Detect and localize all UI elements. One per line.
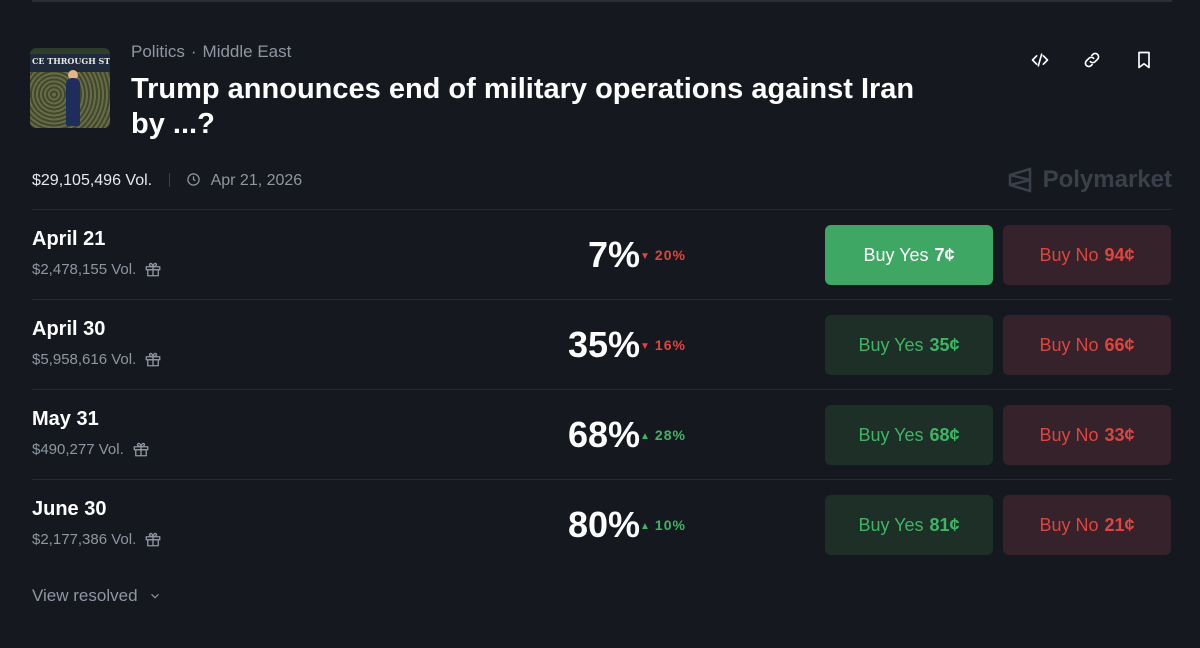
buy-yes-button[interactable]: Buy Yes 81¢ — [825, 495, 993, 555]
buy-yes-price: 35¢ — [929, 334, 960, 355]
link-icon — [1084, 52, 1100, 68]
market-header: CE THROUGH STRENG Politics · Middle East T… — [30, 40, 1172, 140]
embed-button[interactable] — [1028, 48, 1052, 72]
buy-no-price: 21¢ — [1104, 514, 1135, 535]
buy-no-label: Buy No — [1039, 334, 1099, 355]
outcome-volume-text: $5,958,616 Vol. — [32, 351, 137, 368]
top-divider — [32, 0, 1172, 2]
thumbnail-figure-head — [68, 70, 78, 80]
breadcrumb-separator: · — [190, 42, 197, 61]
outcome-label: April 30 — [32, 318, 106, 340]
buy-yes-label: Buy Yes — [863, 244, 929, 265]
buy-no-label: Buy No — [1039, 244, 1099, 265]
buy-no-button[interactable]: Buy No 21¢ — [1003, 495, 1171, 555]
buy-no-label: Buy No — [1039, 424, 1099, 445]
buy-no-price: 66¢ — [1104, 334, 1135, 355]
outcome-change: ▲ 10% — [640, 517, 686, 533]
copy-link-button[interactable] — [1080, 48, 1104, 72]
thumbnail-banner-text: CE THROUGH STRENG — [32, 56, 110, 66]
polymarket-logo-icon — [1008, 167, 1031, 193]
code-icon — [1031, 53, 1049, 67]
chevron-down-icon — [150, 593, 159, 599]
view-resolved-label: View resolved — [32, 586, 138, 605]
gift-icon[interactable] — [144, 350, 162, 368]
outcome-row[interactable]: June 30 $2,177,386 Vol. 80% ▲ 10% Buy Yes… — [32, 479, 1172, 569]
change-arrow-icon: ▼ — [640, 341, 651, 352]
bookmark-icon — [1138, 51, 1150, 69]
thumbnail-figure — [66, 78, 80, 126]
clock-icon — [186, 172, 201, 187]
outcome-volume: $5,958,616 Vol. — [32, 350, 162, 368]
outcome-probability: 7% — [587, 234, 640, 275]
breadcrumb-category[interactable]: Politics — [131, 42, 185, 61]
outcome-row[interactable]: April 21 $2,478,155 Vol. 7% ▼ 20% Buy Yes… — [32, 209, 1172, 299]
outcome-probability: 80% — [567, 504, 640, 545]
header-actions — [1028, 48, 1158, 72]
buy-no-button[interactable]: Buy No 94¢ — [1003, 225, 1171, 285]
thumbnail-banner: CE THROUGH STRENG — [30, 54, 110, 72]
outcome-label: June 30 — [32, 498, 107, 520]
gift-icon[interactable] — [132, 440, 150, 458]
buy-yes-price: 81¢ — [929, 514, 960, 535]
outcome-change: ▼ 20% — [640, 247, 686, 263]
outcome-change-value: 20% — [654, 247, 686, 263]
outcome-volume-text: $2,478,155 Vol. — [32, 261, 137, 278]
buy-no-price: 94¢ — [1104, 244, 1135, 265]
buy-yes-price: 68¢ — [929, 424, 960, 445]
outcome-change-value: 10% — [654, 517, 686, 533]
buy-yes-label: Buy Yes — [858, 514, 924, 535]
outcome-change: ▲ 28% — [640, 427, 686, 443]
outcome-volume: $2,478,155 Vol. — [32, 260, 162, 278]
buy-no-price: 33¢ — [1104, 424, 1135, 445]
outcome-change-value: 28% — [654, 427, 686, 443]
outcome-change-value: 16% — [654, 337, 686, 353]
breadcrumb-subcategory[interactable]: Middle East — [202, 42, 292, 61]
change-arrow-icon: ▼ — [640, 251, 651, 262]
buy-no-label: Buy No — [1039, 514, 1099, 535]
outcome-volume: $490,277 Vol. — [32, 440, 150, 458]
outcome-label: May 31 — [32, 408, 99, 430]
outcome-volume: $2,177,386 Vol. — [32, 530, 162, 548]
change-arrow-icon: ▲ — [640, 431, 651, 442]
end-date: Apr 21, 2026 — [210, 172, 303, 189]
outcome-change: ▼ 16% — [640, 337, 686, 353]
brand-logo: Polymarket — [1007, 165, 1172, 195]
outcome-list: April 21 $2,478,155 Vol. 7% ▼ 20% Buy Yes… — [32, 209, 1172, 569]
buy-yes-label: Buy Yes — [858, 424, 924, 445]
market-meta: $29,105,496 Vol. Apr 21, 2026 — [32, 172, 302, 194]
total-volume: $29,105,496 Vol. — [32, 172, 153, 189]
market-title[interactable]: Trump announces end of military operatio… — [131, 73, 915, 140]
market-thumbnail[interactable]: CE THROUGH STRENG — [30, 48, 110, 128]
outcome-volume-text: $2,177,386 Vol. — [32, 531, 137, 548]
bookmark-button[interactable] — [1132, 48, 1156, 72]
buy-yes-button[interactable]: Buy Yes 7¢ — [825, 225, 993, 285]
outcome-label: April 21 — [32, 228, 106, 250]
buy-no-button[interactable]: Buy No 66¢ — [1003, 315, 1171, 375]
gift-icon[interactable] — [144, 260, 162, 278]
meta-divider — [168, 173, 170, 187]
buy-yes-price: 7¢ — [934, 244, 955, 265]
outcome-probability: 68% — [567, 414, 640, 455]
buy-yes-button[interactable]: Buy Yes 35¢ — [825, 315, 993, 375]
outcome-row[interactable]: May 31 $490,277 Vol. 68% ▲ 28% Buy Yes 68¢… — [32, 389, 1172, 479]
breadcrumb: Politics · Middle East — [131, 42, 291, 62]
outcome-volume-text: $490,277 Vol. — [32, 441, 124, 458]
outcome-probability: 35% — [567, 324, 640, 365]
buy-yes-label: Buy Yes — [858, 334, 924, 355]
change-arrow-icon: ▲ — [640, 521, 651, 532]
gift-icon[interactable] — [144, 530, 162, 548]
view-resolved-button[interactable]: View resolved — [32, 586, 162, 606]
brand-name: Polymarket — [1042, 166, 1172, 193]
buy-yes-button[interactable]: Buy Yes 68¢ — [825, 405, 993, 465]
buy-no-button[interactable]: Buy No 33¢ — [1003, 405, 1171, 465]
outcome-row[interactable]: April 30 $5,958,616 Vol. 35% ▼ 16% Buy Ye… — [32, 299, 1172, 389]
